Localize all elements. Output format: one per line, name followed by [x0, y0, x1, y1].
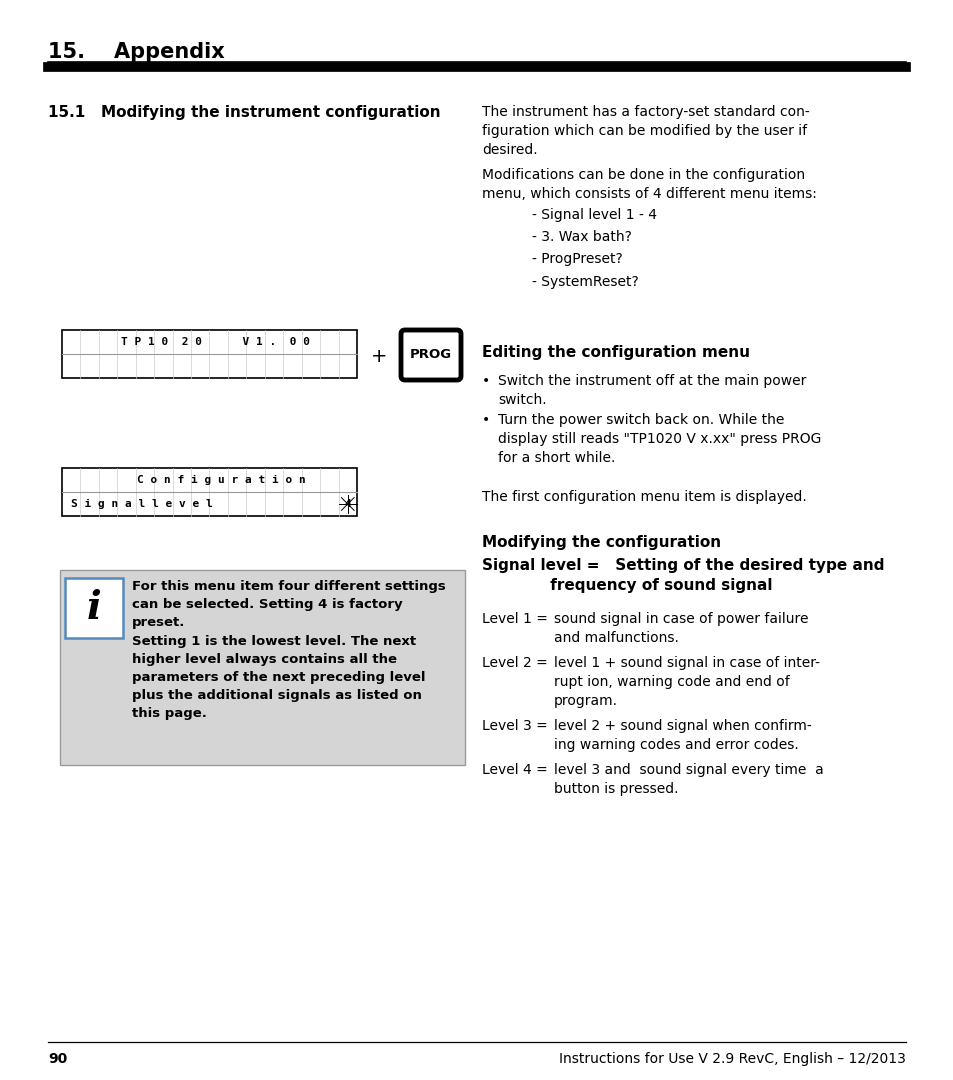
Text: Level 4 =: Level 4 = [481, 762, 547, 777]
Text: Level 2 =: Level 2 = [481, 656, 547, 670]
Text: level 1 + sound signal in case of inter-
rupt ion, warning code and end of
progr: level 1 + sound signal in case of inter-… [554, 656, 820, 707]
Bar [65, 578, 123, 638]
Text: Switch the instrument off at the main power
switch.: Switch the instrument off at the main po… [497, 374, 805, 407]
Text: Modifying the configuration: Modifying the configuration [481, 535, 720, 550]
Text: 15.1   Modifying the instrument configuration: 15.1 Modifying the instrument configurat… [48, 105, 440, 120]
Text: 90: 90 [48, 1052, 67, 1066]
Text: level 2 + sound signal when confirm-
ing warning codes and error codes.: level 2 + sound signal when confirm- ing… [554, 719, 811, 752]
Text: PROG: PROG [410, 349, 452, 362]
Text: 15.    Appendix: 15. Appendix [48, 42, 225, 62]
Bar [62, 330, 356, 378]
Text: Instructions for Use V 2.9 RevC, English – 12/2013: Instructions for Use V 2.9 RevC, English… [558, 1052, 905, 1066]
Text: Turn the power switch back on. While the
display still reads "TP1020 V x.xx" pre: Turn the power switch back on. While the… [497, 413, 821, 464]
Text: •: • [481, 374, 490, 388]
Text: •: • [481, 413, 490, 427]
Text: Modifications can be done in the configuration
menu, which consists of 4 differe: Modifications can be done in the configu… [481, 168, 816, 201]
Text: i: i [87, 589, 101, 627]
Text: level 3 and  sound signal every time  a
button is pressed.: level 3 and sound signal every time a bu… [554, 762, 822, 796]
Text: C o n f i g u r a t i o n: C o n f i g u r a t i o n [137, 475, 305, 485]
Text: The instrument has a factory-set standard con-
figuration which can be modified : The instrument has a factory-set standar… [481, 105, 809, 157]
Text: frequency of sound signal: frequency of sound signal [481, 578, 772, 593]
Bar [60, 570, 464, 765]
Bar [62, 468, 356, 516]
Text: - Signal level 1 - 4
- 3. Wax bath?
- ProgPreset?
- SystemReset?: - Signal level 1 - 4 - 3. Wax bath? - Pr… [532, 208, 657, 288]
Text: Level 1 =: Level 1 = [481, 612, 547, 626]
Text: Level 3 =: Level 3 = [481, 719, 547, 733]
Text: S i g n a l l e v e l: S i g n a l l e v e l [71, 499, 213, 509]
Text: Signal level =   Setting of the desired type and: Signal level = Setting of the desired ty… [481, 558, 883, 573]
Text: sound signal in case of power failure
and malfunctions.: sound signal in case of power failure an… [554, 612, 807, 645]
Text: 4: 4 [344, 499, 351, 509]
FancyBboxPatch shape [400, 330, 460, 380]
Text: Editing the configuration menu: Editing the configuration menu [481, 345, 749, 360]
Text: T P 1 0  2 0      V 1 .  0 0: T P 1 0 2 0 V 1 . 0 0 [121, 337, 310, 347]
Text: For this menu item four different settings
can be selected. Setting 4 is factory: For this menu item four different settin… [132, 580, 445, 720]
Text: The first configuration menu item is displayed.: The first configuration menu item is dis… [481, 490, 806, 504]
Text: +: + [371, 347, 387, 366]
